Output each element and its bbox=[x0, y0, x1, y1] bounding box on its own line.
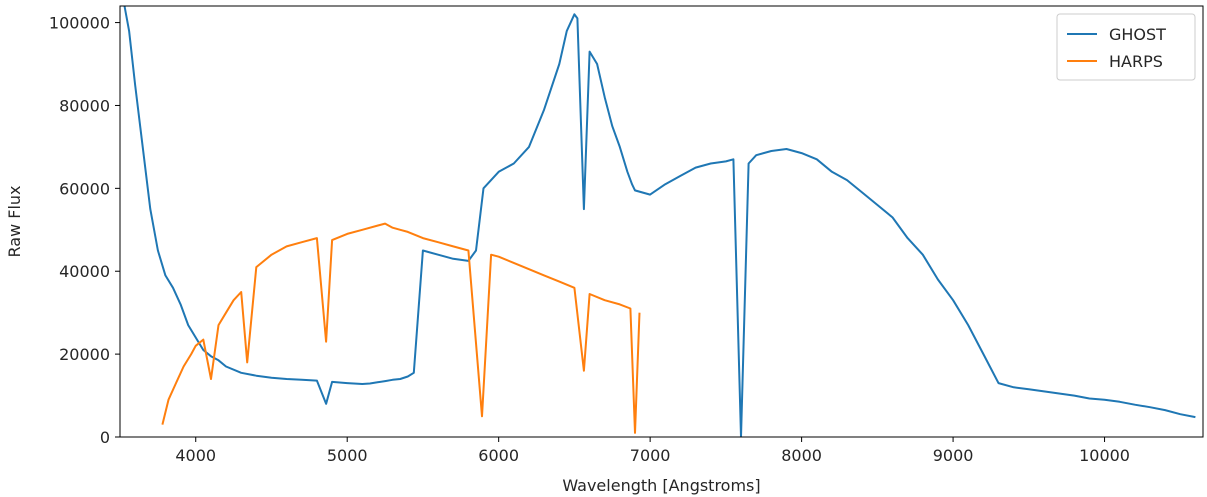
x-tick-label: 4000 bbox=[175, 446, 216, 465]
y-tick-label: 100000 bbox=[49, 14, 110, 33]
axes: 4000 5000 6000 7000 8000 9000 1000002000040000… bbox=[49, 5, 1204, 465]
y-axis-label: Raw Flux bbox=[5, 186, 24, 258]
x-tick-label: 6000 bbox=[478, 446, 519, 465]
y-tick-label: 80000 bbox=[59, 96, 110, 115]
y-tick-label: 40000 bbox=[59, 262, 110, 281]
axes-frame bbox=[119, 5, 1204, 438]
legend-label-harps: HARPS bbox=[1109, 52, 1163, 71]
y-tick-label: 0 bbox=[100, 428, 110, 447]
x-tick-label: 8000 bbox=[781, 446, 822, 465]
y-tick-label: 20000 bbox=[59, 345, 110, 364]
plot-area bbox=[123, 6, 1196, 437]
legend-label-ghost: GHOST bbox=[1109, 25, 1166, 44]
legend-box bbox=[1056, 13, 1196, 81]
x-tick-label: 7000 bbox=[630, 446, 671, 465]
x-tick-label: 5000 bbox=[327, 446, 368, 465]
series-line-ghost bbox=[123, 6, 1196, 437]
x-axis-label: Wavelength [Angstroms] bbox=[562, 476, 760, 495]
legend: GHOST HARPS bbox=[1056, 13, 1196, 81]
y-tick-label: 60000 bbox=[59, 179, 110, 198]
x-tick-label: 9000 bbox=[933, 446, 974, 465]
series-line-harps bbox=[161, 222, 641, 434]
x-tick-label: 10000 bbox=[1079, 446, 1130, 465]
